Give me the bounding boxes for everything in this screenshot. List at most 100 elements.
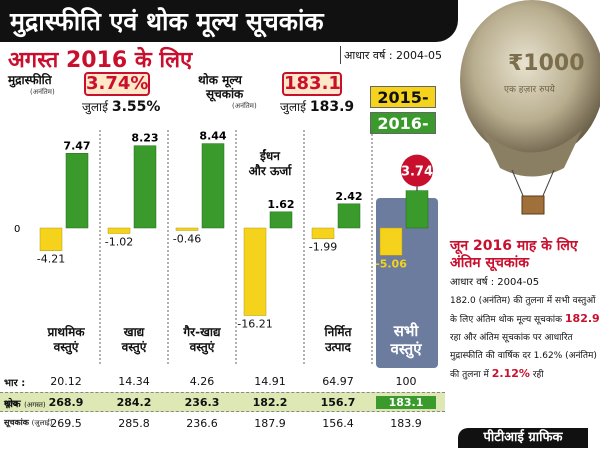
footer-credit: पीटीआई ग्राफिक [458, 428, 588, 448]
note-text-1: 182.0 (अनंतिम) की तुलना में सभी वस्तुओं … [450, 296, 596, 325]
bar-2016-17 [269, 211, 293, 229]
note-value-1: 182.9 [564, 312, 600, 325]
wpi-jul-row: सूचकांक (जुलाई) 269.5 285.8 236.6 187.9 156.… [0, 414, 445, 434]
note-text-2: रहा और अंतिम सूचकांक पर आधारित मुद्रास्फ… [450, 333, 597, 380]
page-subtitle: अगस्त 2016 के लिए [8, 48, 193, 73]
wpi-label-2: सूचकांक [206, 87, 244, 101]
table-cell: 269.5 [50, 417, 82, 430]
inflation-prev-label: जुलाई [82, 100, 109, 114]
category-label: ईंधन [259, 149, 281, 163]
weight-label: भार : [4, 378, 26, 389]
data-label-2016-17: 7.47 [63, 139, 90, 152]
category-label: प्राथमिक [46, 325, 85, 339]
table-cell: 236.3 [184, 396, 220, 409]
note-value-2: 2.12% [491, 367, 530, 380]
legend-2016-17: 2016-17 [370, 112, 436, 155]
table-cell: 100 [395, 375, 417, 388]
bar-2015-16 [107, 227, 131, 234]
table-cell: 183.9 [390, 417, 422, 430]
category-label: वस्तुएं [389, 340, 422, 359]
wpi-prev-label: जुलाई [280, 100, 307, 114]
banknote-subtext: एक हज़ार रुपये [504, 83, 556, 95]
bar-2015-16 [175, 227, 199, 231]
note-text-3: रही [532, 370, 544, 380]
bar-2016-17 [337, 203, 361, 229]
jul-sub: (जुलाई) [31, 419, 53, 427]
wpi-label-1: थोक मूल्य [198, 73, 242, 87]
wpi-table-label: थोक [4, 399, 21, 410]
data-label-2015-16: -4.21 [37, 253, 65, 266]
data-label-2016-17: 1.62 [267, 198, 294, 211]
axis-zero-label: 0 [14, 224, 20, 235]
data-label-2015-16: -0.46 [173, 232, 201, 245]
inflation-label: मुद्रास्फीति [8, 73, 52, 87]
table-cell: 156.7 [320, 396, 356, 409]
page-title: मुद्रास्फीति एवं थोक मूल्य सूचकांक [10, 7, 324, 36]
bar-2015-16 [311, 227, 335, 239]
bar-2016-17 [201, 143, 225, 229]
wpi-table-label-2: मूल्य [4, 399, 18, 408]
wpi-value: 183.1 [282, 72, 342, 96]
category-label: उत्पाद [324, 340, 351, 354]
data-label-2016-17: 8.23 [131, 132, 158, 145]
bar-2016-17 [133, 145, 157, 229]
base-year: आधार वर्ष : 2004-05 [344, 49, 442, 62]
category-label: वस्तुएं [53, 340, 80, 355]
table-cell: 20.12 [50, 375, 82, 388]
category-label: खाद्य [123, 325, 145, 339]
table-cell: 187.9 [254, 417, 286, 430]
balloon-envelope [460, 0, 600, 160]
bar-2015-16 [39, 227, 63, 251]
table-cell: 284.2 [116, 396, 152, 409]
weight-row: भार : 20.12 14.34 4.26 14.91 64.97 100 [0, 372, 445, 392]
banknote-text: ₹1000 [508, 51, 585, 76]
category-label: गैर-खाद्य [182, 325, 221, 339]
data-label-2015-16: -5.06 [375, 257, 407, 270]
balloon-basket [521, 195, 545, 215]
title-bar [0, 0, 458, 42]
table-cell: 64.97 [322, 375, 354, 388]
bar-2015-16 [379, 227, 403, 256]
data-label-2015-16: -1.02 [105, 236, 133, 249]
balloon-skirt [482, 130, 582, 177]
wpi-prev: जुलाई 183.9 [280, 98, 354, 115]
note-panel: जून 2016 माह के लिए अंतिम सूचकांक आधार व… [450, 238, 600, 384]
category-label: निर्मित [324, 325, 353, 339]
note-title: जून 2016 माह के लिए अंतिम सूचकांक [450, 238, 578, 271]
data-label-2016-17: 2.42 [335, 190, 362, 203]
table-cell: 268.9 [48, 396, 84, 409]
category-label: सभी [393, 322, 420, 340]
wpi-sub: (अनंतिम) [232, 102, 257, 110]
bar-2016-17 [405, 190, 429, 229]
note-base-year: आधार वर्ष : 2004-05 [450, 277, 540, 288]
divider [340, 46, 341, 64]
inflation-sub: (अनंतिम) [30, 88, 55, 96]
category-label: और ऊर्जा [249, 164, 293, 178]
data-label-2015-16: -16.21 [237, 318, 272, 331]
note-body: 182.0 (अनंतिम) की तुलना में सभी वस्तुओं … [450, 292, 600, 384]
table-cell: 236.6 [186, 417, 218, 430]
index-label: सूचकांक [4, 418, 29, 427]
aug-sub: (अगस्त) [24, 401, 46, 409]
table-cell: 182.2 [252, 396, 288, 409]
table-cell: 14.34 [118, 375, 150, 388]
inflation-prev-value: 3.55% [111, 99, 161, 115]
inflation-prev: जुलाई 3.55% [82, 98, 160, 115]
table-cell: 4.26 [189, 375, 215, 388]
balloon-illustration: ₹1000 एक हज़ार रुपये [460, 0, 600, 215]
table-cell: 14.91 [254, 375, 286, 388]
table-cell: 285.8 [118, 417, 150, 430]
category-label: वस्तुएं [189, 340, 216, 355]
data-label-2015-16: -1.99 [309, 241, 337, 254]
data-label-2016-17: 3.74 [401, 165, 433, 180]
bar-2015-16 [243, 227, 267, 316]
bar-2016-17 [65, 153, 89, 229]
table-cell: 183.1 [376, 396, 436, 409]
inflation-value: 3.74% [84, 72, 150, 96]
category-label: वस्तुएं [121, 340, 148, 355]
wpi-aug-row: थोक (अगस्त) 268.9 284.2 236.3 182.2 156.7 183… [0, 392, 445, 412]
wpi-prev-value: 183.9 [309, 99, 355, 115]
highlight-marker [401, 154, 433, 187]
table-cell: 156.4 [322, 417, 354, 430]
